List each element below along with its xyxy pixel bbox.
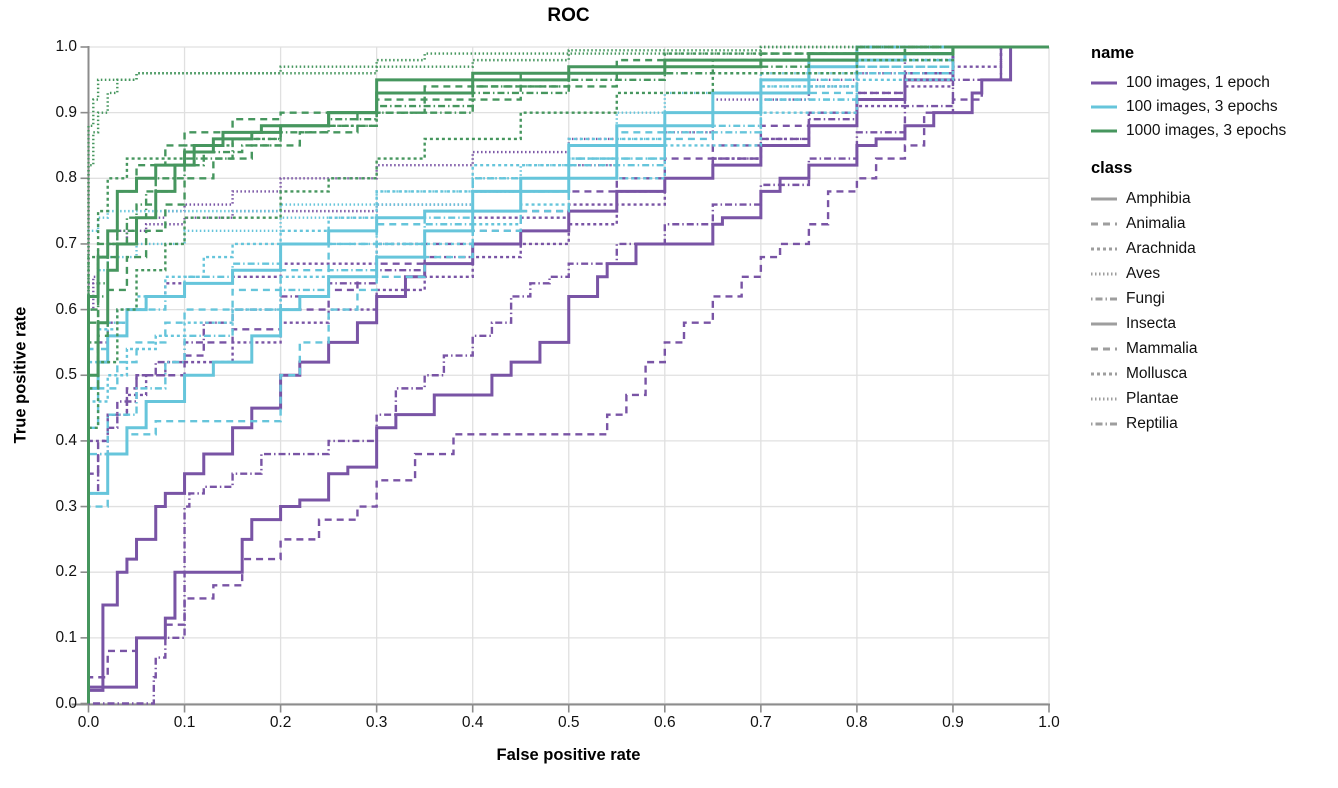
x-tick-label: 0.3: [365, 714, 388, 731]
roc-curve: [87, 45, 1049, 704]
legend-class-item-label: Arachnida: [1126, 239, 1196, 257]
legend-swatch-line: [1091, 422, 1117, 425]
roc-curve: [87, 45, 1049, 704]
legend-class-item: Reptilia: [1091, 411, 1286, 436]
roc-curve: [87, 45, 1049, 704]
legend-swatch-line: [1091, 397, 1117, 400]
legend-class-item-label: Plantae: [1126, 389, 1179, 407]
roc-curve: [87, 45, 1049, 704]
legend-class-item: Amphibia: [1091, 186, 1286, 211]
legend-class-header: class: [1091, 159, 1133, 177]
roc-curve: [87, 45, 1049, 704]
x-tick-label: 0.6: [654, 714, 676, 731]
legend: name 100 images, 1 epoch 100 images, 3 ep…: [1091, 44, 1286, 436]
legend-swatch-line: [1091, 105, 1117, 109]
roc-curve: [87, 45, 1049, 704]
legend-name-item: 1000 images, 3 epochs: [1091, 119, 1286, 143]
legend-name-item: 100 images, 1 epoch: [1091, 71, 1286, 95]
y-tick-label: 0.1: [55, 628, 77, 646]
roc-curve: [88, 45, 1049, 705]
x-tick-label: 1.0: [1038, 714, 1060, 731]
legend-class-item: Fungi: [1091, 286, 1286, 311]
roc-curve: [87, 45, 1049, 704]
legend-class-item: Insecta: [1091, 311, 1286, 336]
x-tick-label: 0.7: [750, 714, 772, 731]
x-tick-label: 0.5: [557, 714, 580, 731]
legend-name-items: 100 images, 1 epoch 100 images, 3 epochs 1…: [1091, 71, 1286, 143]
roc-curve: [87, 45, 1049, 704]
legend-class-item: Aves: [1091, 261, 1286, 286]
roc-curve: [87, 45, 1049, 704]
legend-name-item-label: 100 images, 1 epoch: [1126, 74, 1270, 91]
legend-class-item: Plantae: [1091, 386, 1286, 411]
x-axis-title: False positive rate: [496, 746, 641, 764]
legend-class-item-label: Mammalia: [1126, 339, 1198, 357]
roc-curve: [87, 45, 1049, 704]
legend-class-item-label: Mollusca: [1126, 364, 1188, 382]
x-tick-label: 0.4: [461, 714, 484, 731]
roc-curve: [87, 45, 1049, 704]
chart-title: ROC: [547, 5, 590, 26]
legend-swatch-line: [1091, 247, 1117, 250]
legend-swatch-line: [1091, 297, 1117, 300]
legend-swatch-line: [1091, 372, 1117, 375]
legend-class-item: Animalia: [1091, 211, 1286, 236]
legend-name-item-label: 100 images, 3 epochs: [1126, 98, 1278, 115]
roc-curve: [87, 45, 1049, 704]
legend-swatch-line: [1091, 347, 1117, 350]
roc-curve: [87, 45, 1049, 704]
legend-name-header: name: [1091, 44, 1135, 62]
y-tick-label: 0.8: [55, 169, 77, 187]
y-tick-label: 0.0: [55, 694, 77, 712]
y-tick-label: 0.4: [55, 431, 77, 449]
x-tick-label: 0.8: [846, 714, 868, 731]
legend-class-item-label: Aves: [1126, 264, 1161, 282]
y-tick-label: 0.3: [55, 497, 77, 515]
y-tick-label: 0.5: [55, 366, 77, 384]
roc-curves: [87, 45, 1049, 705]
legend-swatch-line: [1091, 197, 1117, 200]
legend-class-item-label: Reptilia: [1126, 414, 1178, 432]
roc-curve: [87, 45, 1049, 704]
legend-swatch-line: [1091, 129, 1117, 133]
legend-name-item-label: 1000 images, 3 epochs: [1126, 122, 1287, 139]
roc-curve: [87, 45, 1049, 704]
y-tick-label: 0.7: [55, 234, 77, 252]
legend-swatch-line: [1091, 222, 1117, 225]
y-tick-label: 0.2: [55, 563, 77, 581]
legend-class-item: Arachnida: [1091, 236, 1286, 261]
roc-curve: [87, 45, 1049, 704]
x-tick-label: 0.9: [942, 714, 964, 731]
y-axis-title: True positive rate: [11, 306, 30, 444]
legend-swatch-line: [1091, 81, 1117, 85]
legend-class-item-label: Animalia: [1126, 214, 1186, 232]
y-tick-label: 0.9: [55, 103, 77, 121]
legend-class-item-label: Amphibia: [1126, 189, 1191, 207]
x-tick-label: 0.1: [173, 714, 196, 731]
roc-curve: [87, 45, 1049, 704]
x-tick-label: 0.2: [269, 714, 292, 731]
y-tick-label: 0.6: [55, 300, 77, 318]
legend-swatch-line: [1091, 322, 1117, 325]
legend-name-item: 100 images, 3 epochs: [1091, 95, 1286, 119]
legend-class-item: Mollusca: [1091, 361, 1286, 386]
legend-swatch-line: [1091, 272, 1117, 275]
legend-class-item-label: Insecta: [1126, 314, 1176, 332]
legend-class-item: Mammalia: [1091, 336, 1286, 361]
x-tick-label: 0.0: [77, 714, 100, 731]
legend-class-items: Amphibia Animalia Arachnida Aves Fungi Insect…: [1091, 186, 1286, 436]
legend-class-item-label: Fungi: [1126, 289, 1165, 307]
y-tick-label: 1.0: [55, 38, 77, 55]
